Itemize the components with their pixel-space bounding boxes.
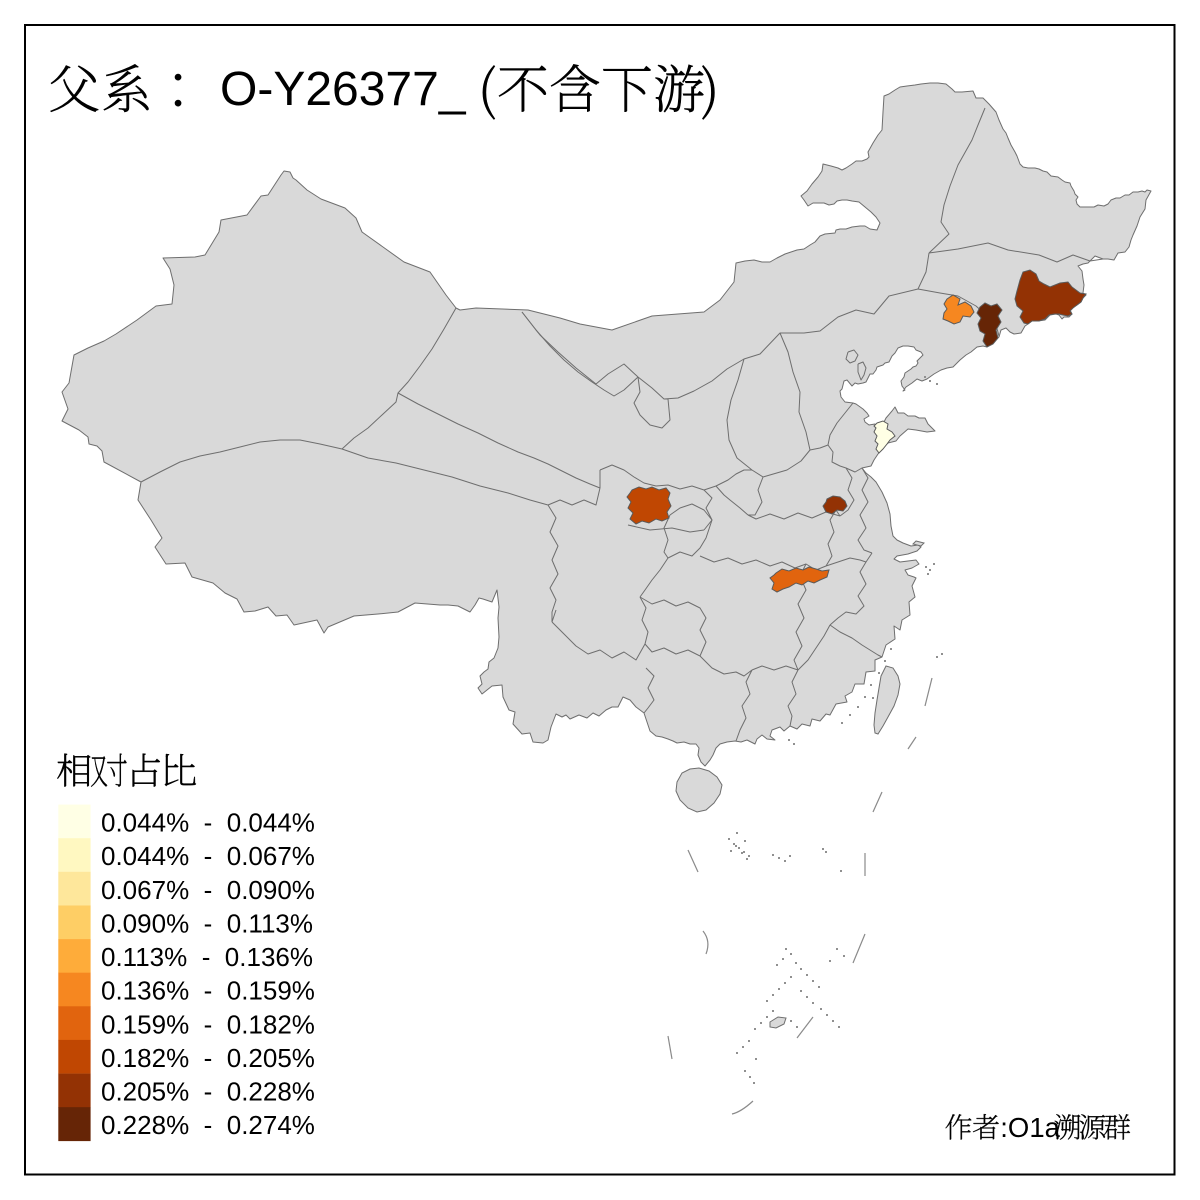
svg-text:0.205% - 0.228%: 0.205% - 0.228% <box>101 1077 315 1107</box>
svg-text:0.136% - 0.159%: 0.136% - 0.159% <box>101 976 315 1006</box>
svg-text::O1a: :O1a <box>1000 1112 1060 1143</box>
svg-text:0.159% - 0.182%: 0.159% - 0.182% <box>101 1009 315 1039</box>
svg-text:O-Y26377_: O-Y26377_ <box>220 63 467 116</box>
svg-text:0.182% - 0.205%: 0.182% - 0.205% <box>101 1043 315 1073</box>
svg-text:0.113% - 0.136%: 0.113% - 0.136% <box>101 942 313 972</box>
svg-text:0.090% - 0.113%: 0.090% - 0.113% <box>101 909 313 939</box>
svg-text:0.044% - 0.044%: 0.044% - 0.044% <box>101 808 315 838</box>
svg-text:0.228% - 0.274%: 0.228% - 0.274% <box>101 1110 315 1140</box>
svg-text:0.044% - 0.067%: 0.044% - 0.067% <box>101 841 315 871</box>
svg-text:0.067% - 0.090%: 0.067% - 0.090% <box>101 875 315 905</box>
